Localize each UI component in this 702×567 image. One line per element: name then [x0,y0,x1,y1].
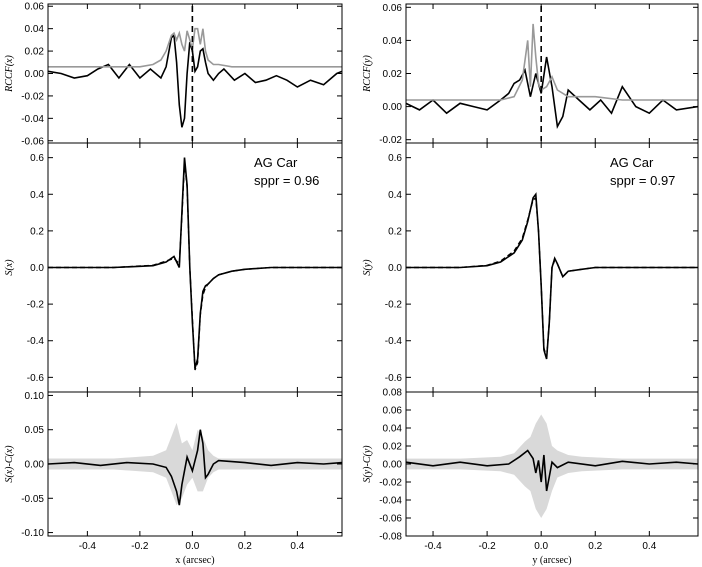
right-bottom-ytick-label: 0.02 [383,442,403,453]
right-bottom-ytick-label: -0.04 [379,496,402,507]
right-middle-ytick-label: 0.4 [388,190,402,201]
left-bottom-xtick-label: 0.2 [238,541,252,552]
right-top-plot-area [406,6,698,141]
right-middle-ytick-label: -0.2 [385,300,403,311]
right-bottom-ytick-label: 0.00 [383,460,403,471]
left-bottom-ytick-label: 0.10 [25,391,45,402]
left-middle-annotation-line-1: sppr = 0.96 [254,173,319,188]
left-middle-plot-area [48,157,342,371]
left-top-ytick-label: 0.02 [25,47,45,58]
left-top-ylabel: RCCF(x) [4,55,15,93]
right-middle-ylabel: S(y) [362,259,373,276]
left-top-ytick-label: -0.02 [21,91,44,102]
right-top-ylabel: RCCF(y) [362,55,373,93]
left-middle-ytick-label: -0.6 [27,373,45,384]
left-middle-series-1-line [48,163,342,371]
left-middle-ytick-label: 0.2 [30,226,44,237]
left-bottom-ytick-label: -0.05 [21,494,44,505]
right-middle-plot-area [406,192,698,360]
right-middle-ytick-label: -0.4 [385,336,403,347]
right-top-ytick-label: 0.00 [383,102,403,113]
left-top-ytick-label: -0.06 [21,136,44,147]
left-middle-ytick-label: 0.0 [30,263,44,274]
left-middle-ylabel: S(x) [4,259,15,276]
right-bottom-ytick-label: 0.08 [383,388,403,399]
left-middle-annotation-line-0: AG Car [254,155,298,170]
right-bottom-xtick-label: -0.4 [424,541,442,552]
left-top-series-1-line [48,27,342,68]
right-top-ytick-label: 0.04 [383,36,403,47]
right-bottom-ytick-label: -0.08 [379,532,402,543]
right-top-series-0-line [406,56,698,130]
right-top-ytick-label: 0.02 [383,69,403,80]
right-top-ytick-label: 0.06 [383,3,403,14]
right-bottom-series-0-line [406,449,698,492]
right-bottom-ylabel: S(y)-C(y) [362,445,373,483]
left-top-ytick-label: 0.06 [25,2,45,13]
right-middle-ytick-label: 0.0 [388,263,402,274]
right-bottom-ytick-label: -0.06 [379,514,402,525]
right-bottom-ytick-label: 0.06 [383,406,403,417]
right-bottom-xtick-label: 0.0 [534,541,548,552]
right-bottom-xtick-label: 0.2 [588,541,602,552]
left-middle-panel: -0.6 -0.4 -0.2 0.0 0.2 0.4 0.6 S(x) AG Car sppr =… [4,142,343,393]
left-bottom-panel: -0.10 -0.05 0.00 0.05 0.10 -0.4 -0.2 0.0 0.2 0.4 S… [4,391,343,566]
left-top-panel: -0.06 -0.04 -0.02 0.00 0.02 0.04 0.06 RCCF(x) [4,2,343,147]
left-middle-ytick-label: -0.2 [27,300,45,311]
left-top-ytick-label: -0.04 [21,114,44,125]
right-middle-panel: -0.6 -0.4 -0.2 0.0 0.2 0.4 0.6 S(y) AG Car sppr =… [362,142,699,393]
right-middle-annotation-line-1: sppr = 0.97 [610,173,675,188]
left-middle-ytick-label: -0.4 [27,336,45,347]
right-bottom-xtick-label: -0.2 [478,541,496,552]
right-top-panel: -0.02 0.00 0.02 0.04 0.06 RCCF(y) [362,3,699,146]
right-middle-series-0-line [406,192,698,360]
left-middle-ytick-label: 0.4 [30,190,44,201]
left-bottom-ylabel: S(x)-C(x) [4,445,15,483]
left-top-plot-area [48,6,342,141]
left-bottom-xtick-label: -0.4 [79,541,97,552]
right-bottom-panel: -0.08 -0.06 -0.04 -0.02 0.00 0.02 0.04 0.06 0.08… [362,388,699,566]
left-bottom-ytick-label: -0.10 [21,528,44,539]
right-middle-ytick-label: -0.6 [385,373,403,384]
left-bottom-xlabel: x (arcsec) [175,555,214,566]
left-bottom-series-0-line [48,429,342,506]
right-middle-ytick-label: 0.2 [388,226,402,237]
right-top-ytick-label: -0.02 [379,135,402,146]
left-bottom-plot-area [48,422,342,506]
left-top-ytick-label: 0.00 [25,69,45,80]
right-middle-annotation-line-0: AG Car [610,155,654,170]
right-middle-ytick-label: 0.6 [388,153,402,164]
left-bottom-xtick-label: 0.4 [290,541,304,552]
right-bottom-xlabel: y (arcsec) [532,555,571,566]
right-bottom-xtick-label: 0.4 [642,541,656,552]
left-bottom-ytick-label: 0.00 [25,460,45,471]
left-bottom-ytick-label: 0.05 [25,425,45,436]
right-top-series-1-line [406,23,698,101]
right-bottom-ytick-label: 0.04 [383,424,403,435]
left-bottom-error-band [48,422,342,506]
left-bottom-xtick-label: 0.0 [185,541,199,552]
left-middle-ytick-label: 0.6 [30,153,44,164]
left-top-ytick-label: 0.04 [25,24,45,35]
right-bottom-plot-area [406,414,698,518]
right-bottom-ytick-label: -0.02 [379,478,402,489]
left-bottom-xtick-label: -0.2 [131,541,149,552]
